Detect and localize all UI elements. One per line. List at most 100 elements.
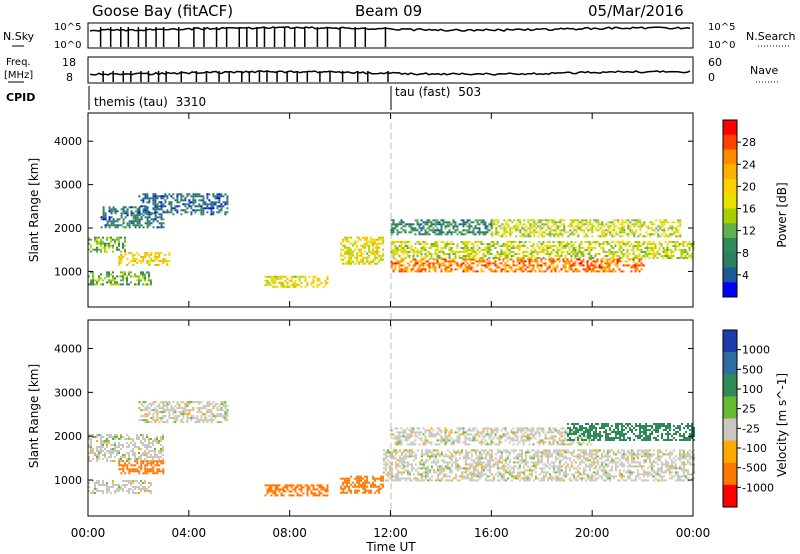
heat-cell: [436, 255, 439, 257]
heat-cell: [144, 255, 147, 258]
heat-cell: [132, 220, 135, 223]
heat-cell: [639, 221, 642, 224]
heat-cell: [644, 255, 647, 257]
heat-cell: [586, 457, 589, 460]
heat-cell: [462, 268, 465, 271]
heat-cell: [548, 467, 551, 470]
heat-cell: [663, 227, 666, 230]
heat-cell: [665, 233, 668, 236]
heat-cell: [156, 195, 159, 198]
heat-cell: [344, 491, 347, 494]
heat-cell: [504, 243, 507, 245]
heat-cell: [124, 486, 126, 488]
heat-cell: [508, 245, 511, 247]
heat-cell: [420, 223, 423, 226]
heat-cell: [448, 262, 451, 265]
heat-cell: [519, 231, 522, 234]
heat-cell: [156, 464, 159, 467]
heat-cell: [530, 465, 533, 468]
heat-cell: [324, 281, 327, 284]
heat-cell: [510, 247, 513, 249]
heat-cell: [584, 479, 587, 482]
heat-cell: [510, 467, 513, 470]
heat-cell: [194, 199, 197, 202]
heat-cell: [504, 251, 507, 253]
heat-cell: [140, 261, 143, 264]
heat-cell: [132, 452, 134, 454]
heat-cell: [150, 253, 153, 256]
heat-cell: [428, 253, 431, 255]
heat-cell: [192, 401, 195, 404]
heat-cell: [150, 251, 153, 254]
heat-cell: [108, 220, 111, 223]
heat-cell: [534, 471, 537, 474]
heat-cell: [644, 253, 647, 255]
heat-cell: [288, 285, 291, 288]
heat-cell: [352, 250, 355, 253]
heat-cell: [298, 277, 301, 280]
heat-cell: [515, 229, 518, 232]
heat-cell: [523, 223, 526, 226]
heat-cell: [144, 470, 147, 473]
heat-cell: [126, 446, 128, 448]
heat-cell: [576, 475, 579, 478]
heat-cell: [649, 221, 652, 224]
heat-cell: [132, 492, 134, 494]
heat-cell: [633, 225, 636, 228]
heat-cell: [617, 227, 620, 230]
heat-cell: [392, 270, 395, 273]
heat-cell: [168, 403, 171, 406]
heat-cell: [112, 246, 114, 249]
heat-cell: [186, 415, 189, 418]
heat-cell: [506, 477, 509, 480]
heat-cell: [396, 475, 399, 478]
heat-cell: [543, 219, 546, 222]
heat-cell: [428, 225, 431, 228]
heat-cell: [112, 438, 114, 440]
heat-cell: [142, 205, 145, 208]
heat-cell: [200, 207, 203, 210]
heat-cell: [142, 211, 145, 214]
heat-cell: [520, 477, 523, 480]
heat-cell: [112, 277, 114, 280]
heat-cell: [92, 271, 94, 274]
heat-cell: [150, 470, 153, 473]
heat-cell: [304, 285, 307, 288]
heat-cell: [150, 468, 153, 471]
heat-cell: [146, 444, 148, 446]
heat-cell: [534, 258, 537, 261]
heat-cell: [500, 451, 503, 454]
heat-cell: [126, 466, 129, 469]
heat-cell: [362, 483, 365, 486]
heat-cell: [124, 206, 127, 209]
heat-cell: [216, 421, 219, 424]
heat-cell: [166, 261, 169, 264]
heat-cell: [506, 247, 509, 249]
heat-cell: [497, 225, 500, 228]
heat-cell: [536, 253, 539, 255]
heat-cell: [286, 281, 289, 284]
heat-cell: [596, 270, 599, 273]
heat-cell: [140, 409, 143, 412]
heat-cell: [594, 241, 597, 243]
heat-cell: [634, 241, 637, 243]
heat-cell: [140, 488, 142, 490]
heat-cell: [214, 417, 217, 420]
heat-cell: [636, 268, 639, 271]
heat-cell: [547, 225, 550, 228]
heat-cell: [148, 468, 151, 471]
heat-cell: [152, 203, 155, 206]
heat-cell: [594, 471, 597, 474]
heat-cell: [650, 243, 653, 245]
heat-cell: [569, 233, 572, 236]
heat-cell: [627, 233, 630, 236]
heat-cell: [114, 242, 116, 245]
heat-cell: [584, 465, 587, 468]
heat-cell: [478, 260, 481, 263]
heat-cell: [448, 225, 451, 228]
heat-cell: [611, 221, 614, 224]
heat-cell: [160, 456, 162, 458]
heat-cell: [96, 283, 98, 286]
heat-cell: [553, 229, 556, 232]
heat-cell: [200, 419, 203, 422]
